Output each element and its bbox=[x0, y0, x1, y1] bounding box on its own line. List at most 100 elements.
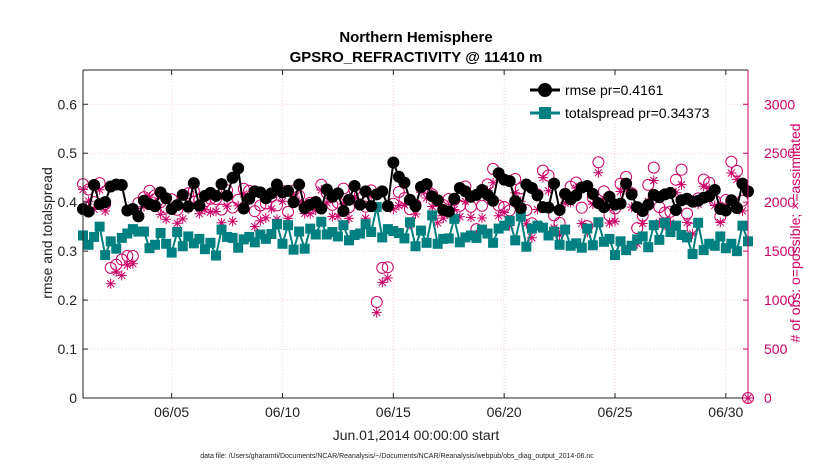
obs-assimilated-point bbox=[83, 196, 94, 207]
obs-possible-point bbox=[476, 199, 488, 212]
obs-assimilated-point bbox=[709, 200, 720, 211]
obs-assimilated-point bbox=[266, 203, 277, 214]
spread-point bbox=[537, 222, 548, 233]
obs-assimilated-point bbox=[615, 186, 626, 197]
spread-point bbox=[150, 239, 161, 250]
spread-point bbox=[731, 246, 742, 257]
obs-assimilated-point bbox=[731, 174, 742, 185]
obs-assimilated-point bbox=[737, 205, 748, 216]
rmse-point bbox=[88, 179, 101, 192]
obs-assimilated-point bbox=[255, 215, 266, 226]
rmse-point bbox=[669, 204, 682, 217]
spread-point bbox=[144, 243, 155, 254]
rmse-point bbox=[221, 189, 234, 202]
obs-assimilated-point bbox=[477, 213, 487, 224]
legend-rmse-label: rmse pr=0.4161 bbox=[565, 82, 664, 98]
y-right-tick-label: 2000 bbox=[764, 194, 795, 210]
rmse-point bbox=[99, 196, 112, 209]
rmse-point bbox=[586, 187, 599, 200]
obs-assimilated-point bbox=[532, 204, 543, 215]
spread-point bbox=[410, 241, 421, 252]
spread-point bbox=[676, 229, 687, 240]
y-tick-label: 0.1 bbox=[58, 341, 78, 357]
spread-point bbox=[715, 231, 726, 242]
spread-point bbox=[238, 234, 249, 245]
footnote: data file: /Users/gharamti/Documents/NCA… bbox=[200, 453, 594, 460]
y-right-tick-label: 0 bbox=[764, 390, 772, 406]
obs-assimilated-point bbox=[399, 200, 410, 211]
obs-assimilated-point bbox=[172, 218, 183, 229]
spread-point bbox=[427, 210, 438, 221]
legend-spread-label: totalspread pr=0.34373 bbox=[565, 105, 710, 121]
spread-point bbox=[194, 233, 205, 244]
rmse-point bbox=[431, 194, 444, 207]
obs-assimilated-point bbox=[682, 217, 693, 228]
rmse-point bbox=[542, 201, 555, 214]
y-tick-label: 0.2 bbox=[58, 292, 78, 308]
obs-assimilated-point bbox=[332, 211, 343, 222]
rmse-point bbox=[448, 192, 461, 205]
grid-lines bbox=[83, 70, 748, 399]
spread-point bbox=[449, 213, 460, 224]
spread-point bbox=[704, 238, 715, 249]
obs-assimilated-point bbox=[199, 204, 210, 215]
spread-point bbox=[327, 227, 338, 238]
spread-point bbox=[233, 242, 244, 253]
rmse-point bbox=[171, 199, 184, 212]
rmse-point bbox=[187, 177, 200, 190]
rmse-point bbox=[149, 200, 162, 213]
obs-assimilated-point bbox=[277, 196, 288, 207]
spread-point bbox=[515, 211, 526, 222]
obs-possible-point bbox=[370, 296, 383, 309]
obs-assimilated-point bbox=[227, 216, 238, 227]
obs-assimilated-point bbox=[726, 168, 737, 179]
spread-point bbox=[177, 241, 188, 252]
obs-assimilated-point bbox=[610, 216, 620, 227]
obs-assimilated-point bbox=[194, 208, 205, 219]
spread-point bbox=[549, 226, 560, 237]
rmse-point bbox=[160, 192, 173, 205]
rmse-point bbox=[597, 201, 610, 214]
obs-assimilated-point bbox=[327, 211, 338, 222]
spread-point bbox=[670, 220, 681, 231]
spread-point bbox=[166, 247, 177, 258]
spread-point bbox=[632, 234, 643, 245]
rmse-point bbox=[719, 204, 732, 217]
spread-point bbox=[582, 223, 593, 234]
rmse-point bbox=[354, 198, 367, 211]
obs-assimilated-point bbox=[388, 204, 399, 215]
x-tick-label: 06/10 bbox=[265, 404, 300, 420]
spread-point bbox=[421, 237, 432, 248]
obs-assimilated-point bbox=[283, 213, 294, 224]
spread-point bbox=[709, 240, 720, 251]
legend-rmse-marker bbox=[538, 83, 552, 97]
spread-point bbox=[526, 223, 537, 234]
rmse-point bbox=[287, 196, 300, 209]
obs-assimilated-point bbox=[576, 218, 587, 229]
spread-point bbox=[116, 232, 127, 243]
obs-assimilated-point bbox=[526, 232, 537, 243]
y-right-tick-label: 1000 bbox=[764, 292, 795, 308]
chart-title: Northern Hemisphere bbox=[339, 29, 492, 46]
spread-point bbox=[416, 225, 427, 236]
spread-point bbox=[720, 243, 731, 254]
obs-assimilated-point bbox=[122, 260, 133, 271]
obs-assimilated-point bbox=[604, 218, 615, 229]
rmse-point bbox=[730, 202, 743, 215]
x-tick-label: 06/15 bbox=[376, 404, 411, 420]
spread-point bbox=[271, 219, 282, 230]
obs-assimilated-point bbox=[344, 213, 354, 224]
rmse-point bbox=[376, 185, 389, 198]
y-axis-label: rmse and totalspread bbox=[39, 167, 55, 299]
rmse-point bbox=[337, 204, 350, 217]
rmse-point bbox=[215, 178, 228, 191]
spread-point bbox=[648, 220, 659, 231]
spread-point bbox=[659, 217, 670, 228]
obs-assimilated-point bbox=[161, 214, 172, 225]
spread-point bbox=[216, 224, 227, 235]
spread-point bbox=[305, 223, 316, 234]
obs-assimilated-point bbox=[371, 307, 382, 318]
ticks-layer: 06/05 06/10 06/15 06/20 06/25 06/30 0 0.1 0.2 0.3… bbox=[58, 70, 795, 420]
obs-possible-point bbox=[675, 163, 688, 176]
